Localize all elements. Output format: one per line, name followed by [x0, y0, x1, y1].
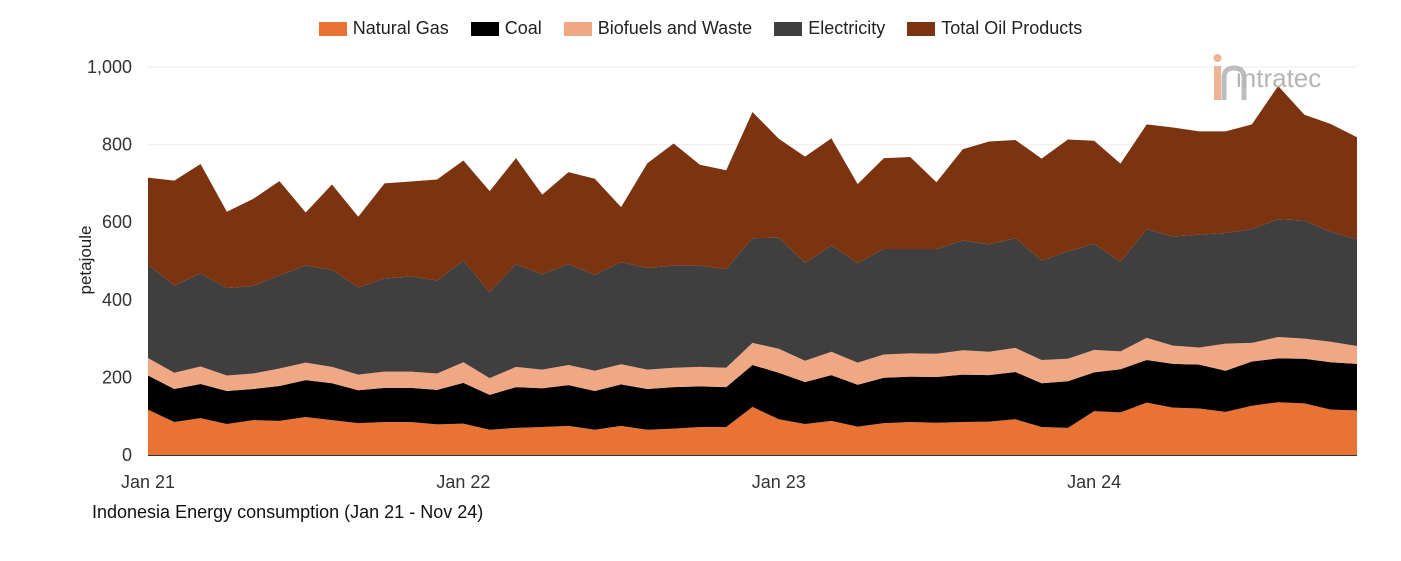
- y-tick-label: 1,000: [87, 57, 132, 77]
- area-total-oil-products: [148, 86, 1357, 293]
- stacked-areas: [148, 86, 1357, 455]
- x-tick-label: Jan 24: [1067, 472, 1121, 492]
- legend-item-biofuels: Biofuels and Waste: [563, 18, 753, 39]
- legend-swatch-coal: [470, 21, 499, 36]
- legend-label-electricity: Electricity: [808, 18, 886, 38]
- legend-label-biofuels: Biofuels and Waste: [597, 18, 753, 38]
- legend: Natural Gas Coal Biofuels and Waste Elec…: [0, 18, 1401, 39]
- legend-item-natural-gas: Natural Gas: [318, 18, 449, 39]
- legend-item-coal: Coal: [470, 18, 542, 39]
- y-tick-label: 400: [102, 290, 132, 310]
- y-tick-label: 800: [102, 135, 132, 155]
- area-natural-gas: [148, 402, 1357, 455]
- y-tick-label: 200: [102, 367, 132, 387]
- area-coal: [148, 358, 1357, 430]
- x-tick-label: Jan 22: [436, 472, 490, 492]
- legend-label-oil: Total Oil Products: [941, 18, 1083, 38]
- x-tick-label: Jan 21: [121, 472, 175, 492]
- legend-swatch-electricity: [774, 21, 803, 36]
- axes: 0 200 400 600 800 1,000 Jan 21 Jan 22 Jan 23 Jan …: [87, 57, 1357, 492]
- y-tick-label: 0: [122, 445, 132, 465]
- legend-swatch-oil: [907, 21, 936, 36]
- intratec-logo: intratec: [1213, 54, 1321, 100]
- y-tick-label: 600: [102, 212, 132, 232]
- legend-label-natural-gas: Natural Gas: [352, 18, 449, 38]
- legend-item-oil: Total Oil Products: [907, 18, 1082, 39]
- legend-swatch-biofuels: [563, 21, 592, 36]
- legend-item-electricity: Electricity: [774, 18, 885, 39]
- area-electricity: [148, 219, 1357, 379]
- chart-caption: Indonesia Energy consumption (Jan 21 - N…: [92, 502, 484, 522]
- watermark-text: intratec: [1236, 63, 1321, 93]
- x-tick-label: Jan 23: [752, 472, 806, 492]
- legend-swatch-natural-gas: [318, 21, 347, 36]
- legend-label-coal: Coal: [504, 18, 542, 38]
- area-biofuels-and-waste: [148, 337, 1357, 395]
